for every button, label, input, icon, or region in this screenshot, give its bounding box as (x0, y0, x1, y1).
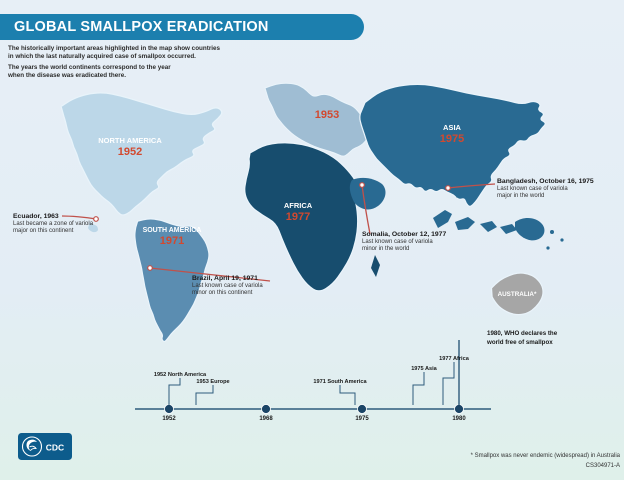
svg-text:1952: 1952 (162, 416, 176, 422)
svg-text:1975 Asia: 1975 Asia (411, 366, 437, 372)
svg-text:1977 Africa: 1977 Africa (439, 356, 470, 362)
svg-text:1975: 1975 (355, 416, 369, 422)
svg-text:1968: 1968 (259, 416, 273, 422)
svg-text:1953 Europe: 1953 Europe (196, 379, 229, 385)
svg-text:1952 North America: 1952 North America (154, 372, 207, 378)
svg-text:1971 South America: 1971 South America (313, 379, 367, 385)
svg-text:world free of smallpox: world free of smallpox (486, 339, 553, 346)
svg-text:1980: 1980 (452, 416, 466, 422)
svg-text:CDC: CDC (46, 443, 64, 453)
svg-text:1980, WHO declares the: 1980, WHO declares the (487, 330, 558, 337)
